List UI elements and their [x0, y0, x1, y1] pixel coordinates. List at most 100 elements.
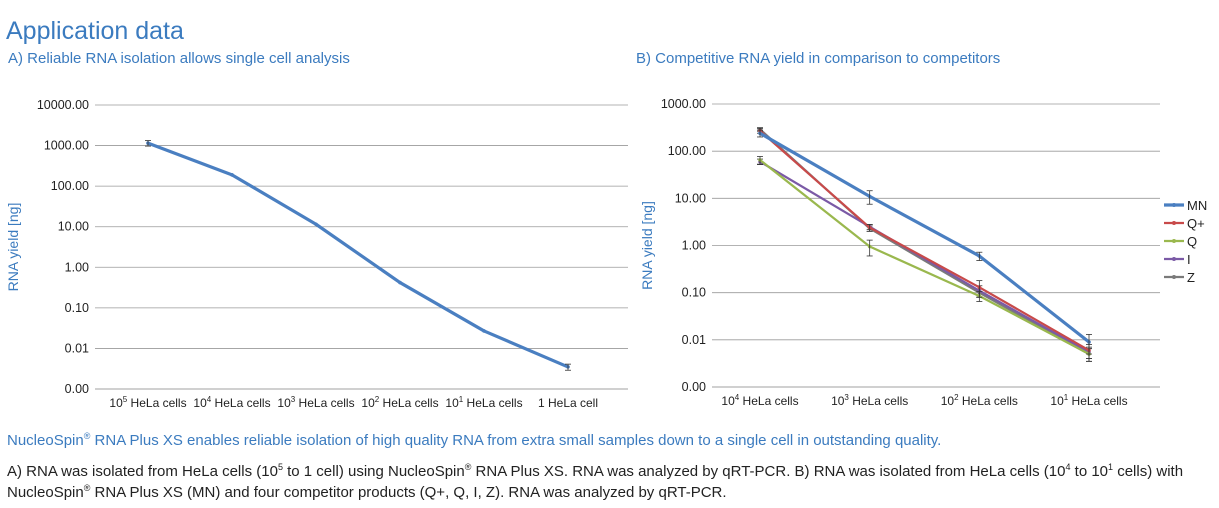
data-point-mn: [398, 280, 402, 285]
x-tick-base: 10: [193, 396, 207, 410]
series-line-q: [758, 158, 1091, 356]
legend-item-i: I: [1164, 252, 1191, 267]
error-bar-qplus: [866, 224, 873, 232]
data-point-mn: [314, 222, 318, 227]
highlight-brand: NucleoSpin: [7, 432, 84, 449]
x-tick-label: 101 HeLa cells: [1050, 393, 1127, 408]
x-tick-sup: 4: [735, 393, 740, 402]
x-tick-label: 103 HeLa cells: [831, 393, 908, 408]
series-line-mn: [146, 141, 570, 369]
legend-marker: [1172, 257, 1176, 261]
chart-b-title: B) Competitive RNA yield in comparison t…: [636, 50, 1001, 67]
x-tick-sup: 1: [1064, 393, 1069, 402]
y-tick-label: 0.10: [65, 301, 89, 315]
legend-label: Z: [1187, 270, 1195, 285]
y-axis-label: RNA yield [ng]: [5, 203, 21, 292]
y-tick-label: 10000.00: [37, 98, 89, 112]
x-tick-base: 10: [445, 396, 459, 410]
caption-part-3: RNA Plus XS. RNA was analyzed by qRT-PCR…: [471, 463, 1066, 480]
caption-part-6: RNA Plus XS (MN) and four competitor pro…: [90, 484, 727, 501]
error-bar-mn: [145, 140, 151, 147]
x-tick-sup: 1: [459, 395, 464, 404]
error-bar-mn: [565, 363, 571, 371]
x-tick-base: 10: [361, 396, 375, 410]
x-tick-label: 1 HeLa cell: [538, 396, 598, 410]
x-tick-sup: 5: [123, 395, 128, 404]
x-tick-sup: 4: [207, 395, 212, 404]
x-tick-rest: 1 HeLa cell: [538, 396, 598, 410]
legend-item-q: Q: [1164, 234, 1197, 249]
x-tick-label: 104 HeLa cells: [193, 395, 270, 410]
x-tick-rest: HeLa cells: [295, 396, 354, 410]
legend-label: Q: [1187, 234, 1197, 249]
y-tick-label: 1.00: [65, 260, 89, 274]
y-tick-label: 10.00: [675, 191, 706, 205]
error-bar-q: [866, 239, 873, 257]
x-tick-rest: HeLa cells: [463, 396, 522, 410]
chart-a: 10000.00 1000.00 100.00 10.00 1.00 0.10 0.01 0.…: [5, 98, 628, 410]
caption-reg-2: ®: [83, 483, 91, 493]
x-tick-sup: 2: [375, 395, 380, 404]
error-bar-mn: [1086, 334, 1092, 355]
y-tick-label: 10.00: [58, 220, 89, 234]
x-tick-rest: HeLa cells: [379, 396, 438, 410]
x-tick-sup: 3: [844, 393, 849, 402]
error-bar-qplus: [976, 280, 983, 298]
figure-caption: A) RNA was isolated from HeLa cells (105…: [7, 461, 1212, 503]
highlight-statement: NucleoSpin® RNA Plus XS enables reliable…: [7, 431, 942, 450]
y-tick-label: 1000.00: [44, 139, 89, 153]
legend-item-z: Z: [1164, 270, 1195, 285]
x-tick-base: 10: [109, 396, 123, 410]
x-tick-label: 103 HeLa cells: [277, 395, 354, 410]
caption-part-4: to 10: [1070, 463, 1109, 480]
legend-item-qplus: Q+: [1164, 216, 1205, 231]
legend-label: I: [1187, 252, 1191, 267]
caption-part-5: cells) with NucleoSpin: [7, 463, 1184, 501]
legend-marker: [1172, 203, 1176, 207]
x-tick-label: 102 HeLa cells: [361, 395, 438, 410]
x-tick-label: 102 HeLa cells: [941, 393, 1018, 408]
caption-reg-1: ®: [464, 462, 472, 472]
y-tick-label: 0.00: [65, 382, 89, 396]
legend-marker: [1172, 221, 1176, 225]
x-tick-rest: HeLa cells: [959, 394, 1018, 408]
y-tick-label: 0.10: [682, 286, 706, 300]
legend-marker: [1172, 239, 1176, 243]
series-line-qplus: [758, 129, 1091, 352]
x-tick-base: 10: [831, 394, 845, 408]
data-point-mn: [230, 173, 234, 177]
legend-label: MN: [1187, 198, 1207, 213]
y-tick-label: 1.00: [682, 239, 706, 253]
x-tick-base: 10: [721, 394, 735, 408]
y-tick-label: 100.00: [51, 179, 89, 193]
highlight-registered-mark: ®: [83, 431, 91, 441]
x-tick-rest: HeLa cells: [739, 394, 798, 408]
series-line-i: [758, 160, 1091, 354]
x-tick-sup: 3: [291, 395, 296, 404]
caption-part-1: A) RNA was isolated from HeLa cells (10: [7, 463, 278, 480]
y-tick-label: 100.00: [668, 144, 706, 158]
x-tick-rest: HeLa cells: [849, 394, 908, 408]
caption-sup-3: 1: [1108, 462, 1114, 472]
y-tick-label: 0.01: [65, 341, 89, 355]
error-bar-q: [757, 156, 763, 165]
chart-a-title: A) Reliable RNA isolation allows single …: [8, 50, 350, 67]
caption-part-2: to 1 cell) using NucleoSpin: [282, 463, 465, 480]
y-tick-label: 0.01: [682, 333, 706, 347]
x-tick-label: 104 HeLa cells: [721, 393, 798, 408]
x-tick-rest: HeLa cells: [127, 396, 186, 410]
page-title: Application data: [6, 16, 184, 45]
x-tick-rest: HeLa cells: [1068, 394, 1127, 408]
caption-sup-2: 4: [1065, 462, 1071, 472]
x-tick-base: 10: [941, 394, 955, 408]
legend-item-mn: MN: [1164, 198, 1207, 213]
x-tick-base: 10: [1050, 394, 1064, 408]
highlight-text: RNA Plus XS enables reliable isolation o…: [90, 432, 942, 449]
y-tick-label: 0.00: [682, 380, 706, 394]
y-axis-label: RNA yield [ng]: [639, 201, 655, 290]
x-tick-rest: HeLa cells: [211, 396, 270, 410]
error-bar-mn: [757, 129, 763, 138]
caption-sup-1: 5: [277, 462, 283, 472]
error-bar-mn: [866, 190, 873, 205]
